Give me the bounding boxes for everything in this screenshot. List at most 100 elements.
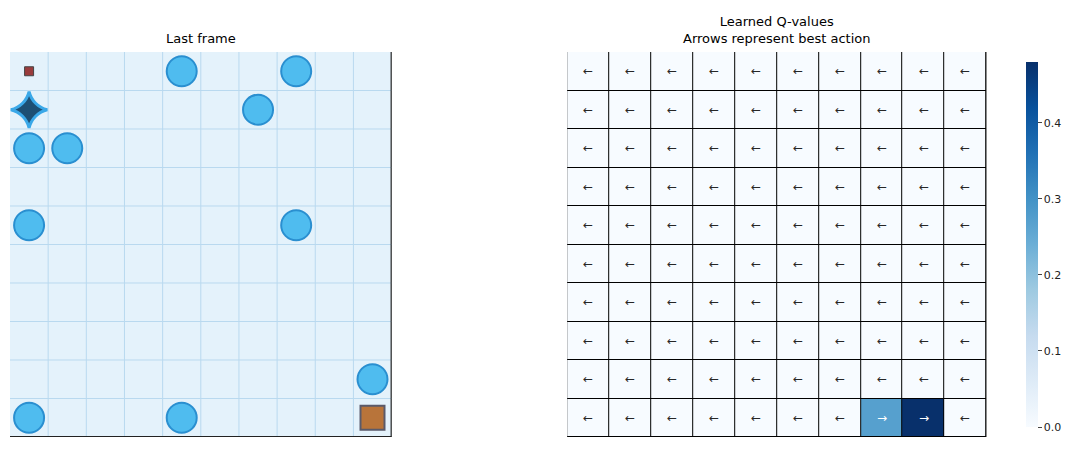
svg-text:←: ← [625,103,635,117]
svg-text:0.4: 0.4 [1044,117,1062,130]
svg-text:←: ← [960,64,970,78]
svg-text:←: ← [667,295,677,309]
svg-text:←: ← [751,295,761,309]
svg-text:←: ← [751,180,761,194]
svg-text:←: ← [793,180,803,194]
svg-text:←: ← [960,372,970,386]
svg-text:←: ← [625,257,635,271]
svg-text:←: ← [835,295,845,309]
svg-text:←: ← [583,103,593,117]
svg-text:←: ← [835,141,845,155]
svg-text:←: ← [919,180,929,194]
svg-text:←: ← [667,180,677,194]
svg-text:←: ← [709,64,719,78]
svg-text:←: ← [751,257,761,271]
svg-text:0.3: 0.3 [1044,193,1062,206]
svg-text:←: ← [667,257,677,271]
svg-text:Last frame: Last frame [166,31,236,46]
svg-text:←: ← [919,295,929,309]
svg-text:←: ← [877,295,887,309]
svg-text:←: ← [919,218,929,232]
svg-text:←: ← [835,372,845,386]
svg-text:←: ← [793,257,803,271]
svg-text:←: ← [793,64,803,78]
svg-text:←: ← [667,411,677,425]
svg-text:←: ← [835,103,845,117]
svg-text:←: ← [583,411,593,425]
svg-text:←: ← [625,64,635,78]
svg-text:←: ← [877,180,887,194]
svg-text:←: ← [835,218,845,232]
svg-text:←: ← [751,411,761,425]
svg-text:←: ← [751,141,761,155]
svg-text:←: ← [709,411,719,425]
svg-text:←: ← [919,372,929,386]
svg-text:←: ← [960,257,970,271]
svg-text:←: ← [960,218,970,232]
svg-text:←: ← [709,103,719,117]
svg-text:←: ← [709,218,719,232]
svg-text:←: ← [960,141,970,155]
svg-text:←: ← [835,180,845,194]
svg-text:←: ← [625,141,635,155]
svg-text:←: ← [751,218,761,232]
svg-text:←: ← [793,141,803,155]
svg-text:←: ← [667,103,677,117]
svg-text:←: ← [751,103,761,117]
svg-text:←: ← [625,372,635,386]
svg-text:0.1: 0.1 [1044,345,1062,358]
svg-text:←: ← [793,295,803,309]
svg-text:←: ← [625,180,635,194]
svg-text:←: ← [709,295,719,309]
svg-text:←: ← [583,257,593,271]
svg-text:←: ← [583,372,593,386]
svg-text:←: ← [960,103,970,117]
svg-text:←: ← [583,295,593,309]
svg-text:←: ← [793,334,803,348]
svg-text:←: ← [709,372,719,386]
svg-text:←: ← [583,334,593,348]
svg-text:←: ← [793,411,803,425]
svg-text:←: ← [877,334,887,348]
svg-text:←: ← [583,180,593,194]
svg-text:←: ← [877,64,887,78]
svg-text:←: ← [877,218,887,232]
svg-text:←: ← [877,103,887,117]
svg-text:←: ← [835,411,845,425]
svg-text:←: ← [709,257,719,271]
svg-text:←: ← [709,334,719,348]
svg-text:0.2: 0.2 [1044,269,1062,282]
svg-text:←: ← [667,372,677,386]
svg-text:←: ← [625,218,635,232]
svg-text:0.0: 0.0 [1044,421,1062,434]
svg-text:←: ← [877,141,887,155]
svg-text:←: ← [960,180,970,194]
svg-text:←: ← [667,64,677,78]
svg-text:←: ← [877,372,887,386]
svg-text:←: ← [793,103,803,117]
svg-text:←: ← [919,64,929,78]
svg-text:←: ← [960,295,970,309]
svg-text:←: ← [751,334,761,348]
svg-text:←: ← [625,411,635,425]
svg-text:←: ← [751,64,761,78]
svg-text:←: ← [583,141,593,155]
svg-text:←: ← [793,218,803,232]
svg-text:←: ← [835,64,845,78]
svg-text:←: ← [625,334,635,348]
svg-text:←: ← [625,295,635,309]
svg-text:Learned Q-valuesArrows represe: Learned Q-valuesArrows represent best ac… [683,14,870,46]
svg-text:→: → [919,411,929,425]
svg-text:←: ← [919,334,929,348]
svg-text:←: ← [835,257,845,271]
svg-text:←: ← [960,411,970,425]
svg-text:←: ← [583,218,593,232]
svg-text:←: ← [919,103,929,117]
svg-text:←: ← [709,180,719,194]
svg-text:←: ← [835,334,845,348]
svg-text:←: ← [919,257,929,271]
svg-text:←: ← [919,141,929,155]
svg-text:←: ← [793,372,803,386]
svg-text:←: ← [583,64,593,78]
svg-text:←: ← [709,141,719,155]
